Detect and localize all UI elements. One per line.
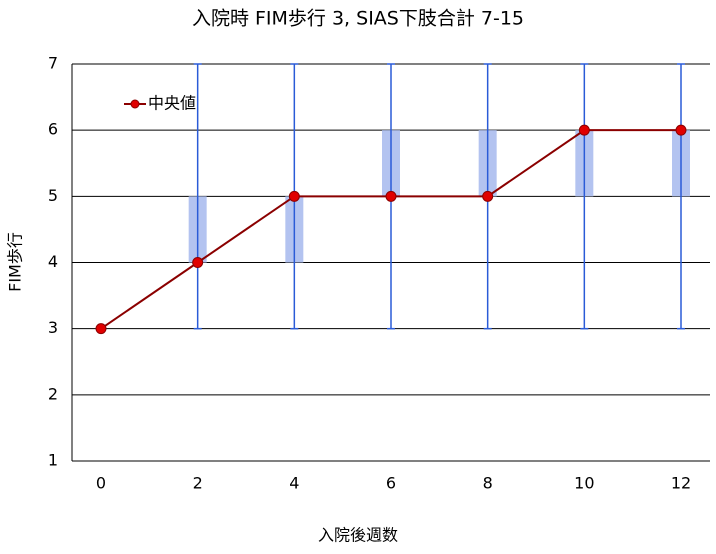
y-tick-label: 4 xyxy=(48,252,58,271)
chart-title: 入院時 FIM歩行 3, SIAS下肢合計 7-15 xyxy=(192,8,524,30)
x-tick-label: 6 xyxy=(386,474,396,493)
y-tick-label: 6 xyxy=(48,120,58,139)
y-tick-label: 3 xyxy=(48,318,58,337)
y-tick-label: 5 xyxy=(48,186,58,205)
marker xyxy=(482,190,494,202)
marker xyxy=(385,190,397,202)
x-tick-label: 8 xyxy=(483,474,493,493)
y-axis-label: FIM歩行 xyxy=(6,232,25,292)
x-tick-label: 0 xyxy=(96,474,106,493)
x-tick-label: 2 xyxy=(193,474,203,493)
x-tick-label: 12 xyxy=(671,474,691,493)
legend-label: 中央値 xyxy=(148,94,196,113)
x-tick-label: 4 xyxy=(289,474,299,493)
marker xyxy=(95,323,107,335)
marker xyxy=(578,124,590,136)
x-tick-label: 10 xyxy=(574,474,594,493)
marker xyxy=(288,190,300,202)
x-axis-label: 入院後週数 xyxy=(318,526,398,545)
y-tick-label: 7 xyxy=(48,54,58,73)
y-tick-label: 1 xyxy=(48,451,58,470)
legend-marker xyxy=(130,99,140,109)
marker xyxy=(192,257,204,268)
y-tick-label: 2 xyxy=(48,384,58,403)
marker xyxy=(675,124,687,136)
